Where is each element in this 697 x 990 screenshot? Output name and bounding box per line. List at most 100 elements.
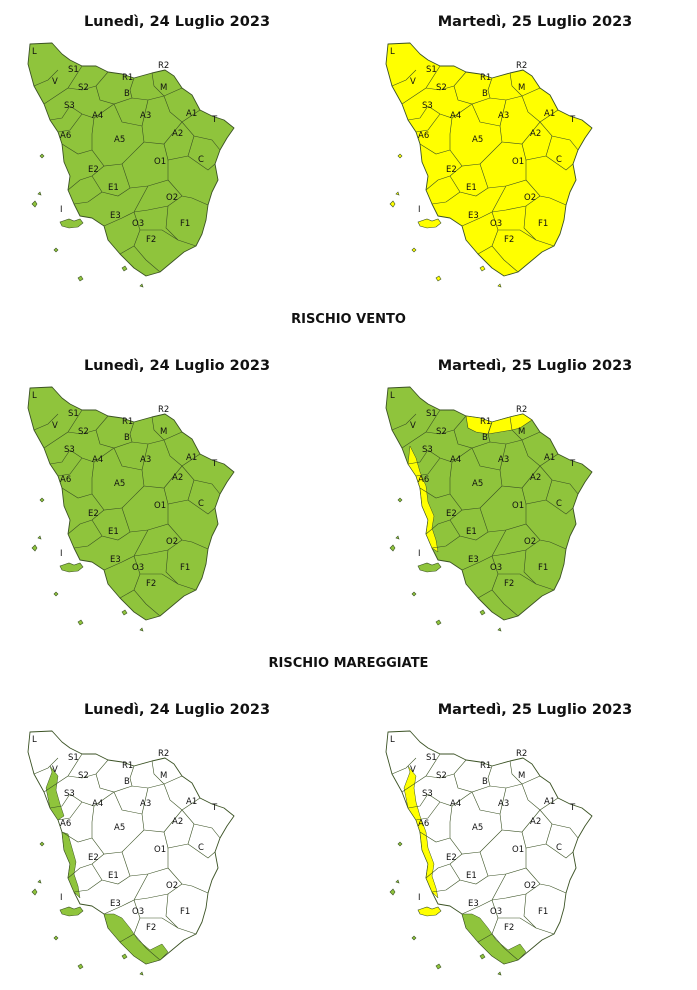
zone-label-o1: O1 <box>154 501 166 511</box>
zone-label-a4: A4 <box>92 111 103 121</box>
coastal-zone-e3-f2 <box>103 913 169 965</box>
zone-label-s2: S2 <box>78 83 89 93</box>
zone-label-a6: A6 <box>60 819 71 829</box>
zone-label-a1: A1 <box>186 109 197 119</box>
zone-boundary <box>449 507 489 541</box>
zone-label-s1: S1 <box>426 65 437 75</box>
zone-boundary <box>523 893 555 935</box>
zone-label-t: T <box>569 459 576 469</box>
zone-boundary <box>419 831 451 843</box>
zone-boundary <box>491 883 541 901</box>
zone-label-o1: O1 <box>512 501 524 511</box>
zone-label-e1: E1 <box>466 871 477 881</box>
zone-boundary <box>119 933 135 943</box>
zone-boundary <box>129 765 135 787</box>
zone-label-s2: S2 <box>78 771 89 781</box>
zone-boundary <box>487 848 527 877</box>
date-title-p3: Martedì, 25 Luglio 2023 <box>437 358 633 374</box>
zone-label-o2: O2 <box>166 193 178 203</box>
zone-boundary <box>498 573 537 585</box>
date-title-p5: Martedì, 25 Luglio 2023 <box>437 702 633 718</box>
zone-boundary <box>425 71 467 91</box>
zone-label-c: C <box>198 843 204 853</box>
zone-label-r2: R2 <box>158 61 169 71</box>
elba-island <box>417 218 442 229</box>
giannutri-island <box>497 971 502 976</box>
zone-label-o1: O1 <box>512 157 524 167</box>
zone-boundary <box>57 457 83 477</box>
zone-label-l: L <box>390 391 395 401</box>
zone-boundary <box>499 787 507 815</box>
capraia-islet <box>39 153 45 159</box>
gorgona-island <box>31 888 38 896</box>
giglio-island <box>479 609 486 616</box>
zone-label-a5: A5 <box>114 823 125 833</box>
zone-boundary <box>141 809 183 833</box>
tuscany-map-p4: L V S1 S2 S3 R1 R2 M B A4 A3 A1 A2 A5 A6 T E2 E1 O1 C I E3 O3 O… <box>22 728 252 990</box>
zone-boundary <box>69 447 115 463</box>
zone-boundary <box>57 801 83 821</box>
zone-boundary <box>509 416 523 441</box>
zone-boundary <box>119 245 135 255</box>
zone-boundary <box>539 809 579 839</box>
capraia-islet <box>39 841 45 847</box>
zone-label-l: L <box>32 47 37 57</box>
zone-boundary <box>91 805 123 855</box>
zone-boundary <box>499 99 507 127</box>
pianosa-island <box>411 247 417 253</box>
zone-label-l: L <box>390 735 395 745</box>
gorgona-island <box>389 888 396 896</box>
zone-label-c: C <box>556 155 562 165</box>
zone-label-v: V <box>410 421 416 431</box>
zone-boundary <box>425 853 463 879</box>
zone-label-r1: R1 <box>122 73 133 83</box>
zone-boundary <box>545 135 574 171</box>
date-title-p1: Martedì, 25 Luglio 2023 <box>437 14 633 30</box>
gorgona-island <box>31 544 38 552</box>
zone-boundary <box>43 65 83 105</box>
zone-boundary <box>391 69 417 87</box>
zone-boundary <box>477 245 493 255</box>
zone-boundary <box>479 829 503 853</box>
elba-island <box>417 906 442 917</box>
coastal-zone-a6-e2 <box>61 831 81 899</box>
zone-boundary <box>163 783 201 811</box>
small-islet <box>37 535 42 540</box>
zone-label-o2: O2 <box>524 881 536 891</box>
zone-label-m: M <box>518 771 525 781</box>
zone-label-e1: E1 <box>108 183 119 193</box>
section-title-vento: RISCHIO VENTO <box>291 312 406 327</box>
zone-label-i: I <box>60 205 63 215</box>
zone-label-r1: R1 <box>480 761 491 771</box>
zone-label-s3: S3 <box>64 789 75 799</box>
tuscany-region <box>27 42 235 277</box>
zone-label-a2: A2 <box>172 129 183 139</box>
zone-label-e1: E1 <box>108 871 119 881</box>
giannutri-island <box>497 283 502 288</box>
zone-boundary <box>129 160 169 189</box>
zone-label-f2: F2 <box>504 579 514 589</box>
zone-label-i: I <box>418 205 421 215</box>
tuscany-map-p0: L V S1 S2 S3 R1 R2 M B A4 A3 A1 A2 A5 A6 T E2 E1 O1 C I E3 O3 O… <box>22 40 252 302</box>
zone-boundary <box>69 103 115 119</box>
zone-boundary <box>499 465 541 489</box>
giglio-island <box>121 953 128 960</box>
zone-boundary <box>67 71 109 91</box>
zone-boundary <box>113 103 143 127</box>
zone-label-a3: A3 <box>140 111 151 121</box>
tuscany-region <box>27 386 235 621</box>
zone-label-o3: O3 <box>490 563 502 573</box>
zone-boundary <box>187 479 216 515</box>
zone-boundary <box>521 95 559 123</box>
zone-boundary <box>33 413 59 431</box>
small-islet <box>37 879 42 884</box>
zone-boundary <box>525 523 567 550</box>
zone-label-a2: A2 <box>530 473 541 483</box>
zone-boundary <box>67 759 109 779</box>
zone-label-e3: E3 <box>468 899 479 909</box>
zone-boundary <box>167 179 209 206</box>
tuscany-map-p3: L V S1 S2 S3 R1 R2 M B A4 A3 A1 A2 A5 A6 T E2 E1 O1 C I E3 O3 O… <box>380 384 610 646</box>
zone-boundary <box>141 465 183 489</box>
zone-label-e3: E3 <box>110 211 121 221</box>
zone-boundary <box>43 409 83 449</box>
